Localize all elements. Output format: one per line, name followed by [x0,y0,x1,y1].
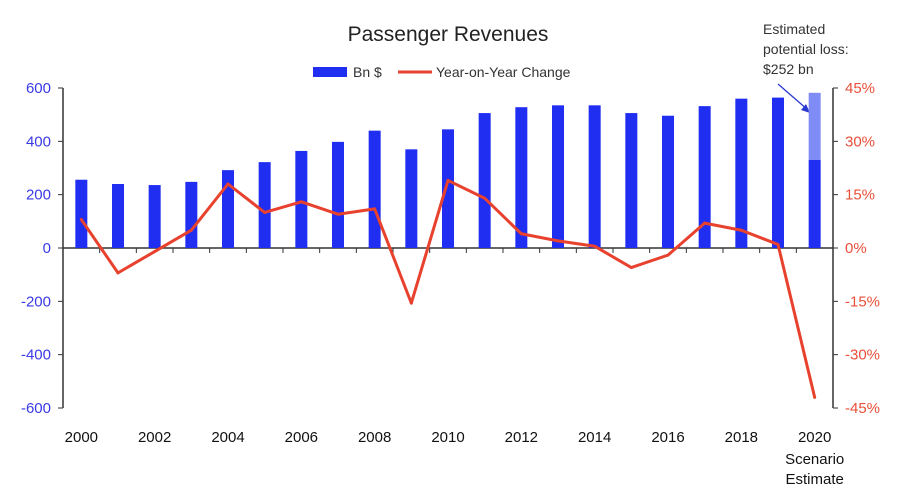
yoy-point-2009 [409,301,413,305]
bar-2009 [405,149,418,248]
yoy-point-2020 [813,395,817,399]
right-tick-label: -30% [845,347,880,364]
yoy-point-2014 [593,244,597,248]
bar-2004 [222,170,234,248]
bar-estimated-loss [808,92,821,160]
bar-2000 [75,179,88,248]
bar-2016 [662,115,674,248]
x-extra-label: Scenario [785,451,844,468]
yoy-point-2000 [79,218,83,222]
yoy-point-2007 [336,212,340,216]
left-tick-label: 600 [26,80,51,97]
yoy-point-2018 [739,228,743,232]
left-tick-label: -400 [21,347,51,364]
bar-2012 [515,107,528,248]
left-tick-label: -600 [21,400,51,417]
bar-2014 [588,105,601,248]
bar-2010 [442,129,454,248]
right-tick-label: -15% [845,293,880,310]
yoy-point-2004 [226,182,230,186]
bar-2007 [332,141,344,248]
yoy-point-2002 [153,250,157,254]
x-tick-label: 2020 [798,429,831,446]
legend: Bn $ Year-on-Year Change [313,64,571,80]
yoy-point-2012 [519,232,523,236]
yoy-point-2016 [666,253,670,257]
yoy-point-2017 [703,221,707,225]
yoy-point-2019 [776,242,780,246]
bar-2013 [552,105,564,248]
left-tick-label: -200 [21,293,51,310]
right-tick-label: 0% [845,240,867,257]
x-tick-label: 2006 [285,429,318,446]
bar-2002 [148,185,161,248]
legend-swatch-bar [313,67,347,77]
x-tick-label: 2004 [211,429,244,446]
bar-2020 [808,160,821,248]
left-tick-label: 200 [26,187,51,204]
bar-2011 [478,113,491,248]
right-tick-label: 15% [845,187,875,204]
bar-2015 [625,113,638,248]
legend-label-bar: Bn $ [353,64,382,80]
annotation: Estimated potential loss: $252 bn [763,21,849,113]
annotation-arrow [777,83,809,111]
yoy-point-2006 [299,200,303,204]
annotation-line-1: Estimated [763,21,825,37]
x-tick-label: 2018 [725,429,758,446]
right-tick-label: 30% [845,133,875,150]
yoy-point-2008 [373,207,377,211]
x-tick-label: 2012 [505,429,538,446]
x-tick-label: 2016 [651,429,684,446]
bar-2017 [698,106,711,248]
yoy-point-2010 [446,178,450,182]
annotation-arrowhead [801,104,810,113]
yoy-point-2001 [116,271,120,275]
left-tick-label: 400 [26,133,51,150]
yoy-point-2015 [629,266,633,270]
chart-title: Passenger Revenues [348,23,549,46]
x-extra-label: Estimate [785,471,843,488]
bar-2003 [185,181,198,248]
x-tick-label: 2008 [358,429,391,446]
yoy-point-2011 [483,196,487,200]
bar-2019 [772,97,784,248]
bar-2005 [258,162,271,248]
x-tick-label: 2002 [138,429,171,446]
legend-label-line: Year-on-Year Change [436,64,571,80]
annotation-line-2: potential loss: [763,41,849,57]
bar-2006 [295,150,308,248]
x-tick-label: 2000 [65,429,98,446]
yoy-point-2005 [263,210,267,214]
x-tick-label: 2010 [431,429,464,446]
yoy-point-2013 [556,239,560,243]
bar-2001 [112,184,124,248]
left-tick-label: 0 [43,240,51,257]
x-tick-label: 2014 [578,429,611,446]
right-tick-label: -45% [845,400,880,417]
right-tick-label: 45% [845,80,875,97]
annotation-line-3: $252 bn [763,61,814,77]
yoy-point-2003 [189,228,193,232]
bar-2008 [368,130,381,248]
bar-2018 [735,98,748,249]
